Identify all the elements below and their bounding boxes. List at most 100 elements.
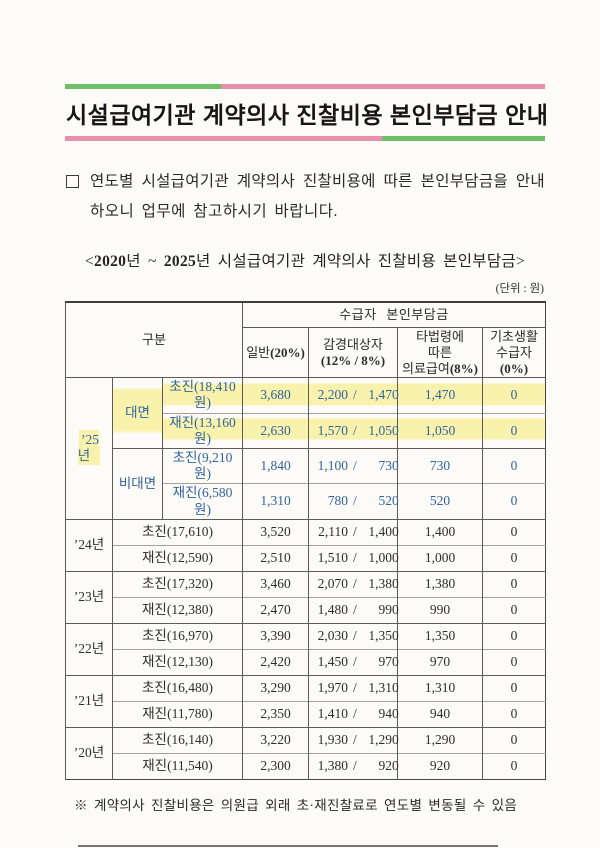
value-cell-reduced: 1,930 / 1,290 bbox=[308, 726, 399, 754]
reduced-right: 920 bbox=[378, 758, 399, 774]
value-cell-general: 3,680 bbox=[242, 377, 309, 414]
reduced-left: 2,110 bbox=[318, 524, 348, 540]
value-cell-general: 1,840 bbox=[242, 447, 309, 484]
slash: / bbox=[353, 654, 357, 670]
visit-cell: 재진(13,160원) bbox=[162, 412, 243, 449]
value-cell-basic: 0 bbox=[482, 447, 546, 484]
value-cell-reduced: 2,070 / 1,380 bbox=[308, 570, 399, 598]
value-cell-medicaid: 970 bbox=[397, 648, 483, 676]
visit-cell: 재진(12,130) bbox=[112, 648, 243, 676]
header-group: 수급자 본인부담금 bbox=[242, 301, 546, 328]
value-cell-medicaid: 920 bbox=[397, 752, 483, 780]
header-basic-line1: 기초생활 bbox=[490, 329, 538, 345]
value-cell-medicaid: 1,310 bbox=[397, 674, 483, 702]
table-title: <2020년 ~ 2025년 시설급여기관 계약의사 진찰비용 본인부담금> bbox=[65, 249, 545, 271]
value-cell-general: 2,300 bbox=[242, 752, 309, 780]
value-cell-reduced: 2,110 / 1,400 bbox=[308, 518, 399, 546]
year-cell: ’21년 bbox=[65, 674, 113, 728]
value-cell-general: 3,390 bbox=[242, 622, 309, 650]
reduced-right: 1,470 bbox=[368, 387, 399, 403]
reduced-left: 1,100 bbox=[317, 458, 348, 474]
reduced-right: 1,000 bbox=[368, 550, 399, 566]
value-cell-general: 3,220 bbox=[242, 726, 309, 754]
visit-cell: 초진(17,610) bbox=[112, 518, 243, 546]
value-cell-basic: 0 bbox=[482, 674, 546, 702]
reduced-right: 520 bbox=[378, 493, 399, 509]
mode-cell-face: 대면 bbox=[112, 377, 163, 449]
reduced-left: 1,480 bbox=[317, 602, 348, 618]
value-cell-medicaid: 940 bbox=[397, 700, 483, 728]
header-gubun: 구분 bbox=[65, 301, 243, 378]
year-cell: ’20년 bbox=[65, 726, 113, 780]
title-bottom-bar bbox=[65, 136, 545, 141]
reduced-right: 970 bbox=[378, 654, 399, 670]
pink-bar-segment bbox=[221, 84, 545, 89]
value-cell-basic: 0 bbox=[482, 483, 546, 520]
value-cell-basic: 0 bbox=[482, 412, 546, 449]
value-cell-reduced: 2,030 / 1,350 bbox=[308, 622, 399, 650]
checkbox-square-icon bbox=[66, 175, 79, 188]
value-cell-basic: 0 bbox=[482, 377, 546, 414]
slash: / bbox=[353, 628, 357, 644]
value-cell-medicaid: 1,050 bbox=[397, 412, 483, 449]
header-basic-pct: (0%) bbox=[499, 360, 529, 376]
value-cell-reduced: 1,480 / 990 bbox=[308, 596, 399, 624]
value-cell-reduced: 1,410 / 940 bbox=[308, 700, 399, 728]
slash: / bbox=[353, 422, 357, 438]
year-label: ’25년 bbox=[77, 430, 101, 466]
slash: / bbox=[353, 524, 357, 540]
slash: / bbox=[353, 550, 357, 566]
reduced-right: 1,400 bbox=[368, 524, 399, 540]
table-title-open: < bbox=[84, 252, 95, 270]
footnote: ※ 계약의사 진찰비용은 의원급 외래 초·재진찰료로 연도별 변동될 수 있음 bbox=[74, 797, 518, 813]
value-cell-basic: 0 bbox=[482, 622, 546, 650]
visit-cell: 초진(17,320) bbox=[112, 570, 243, 598]
slash: / bbox=[353, 706, 357, 722]
table-title-rest: 년 시설급여기관 계약의사 진찰비용 본인부담금> bbox=[196, 252, 525, 270]
reduced-left: 2,070 bbox=[317, 576, 348, 592]
value-cell-medicaid: 1,350 bbox=[397, 622, 483, 650]
reduced-right: 1,290 bbox=[368, 732, 399, 748]
header-medicaid-line1: 타법령에 bbox=[416, 329, 464, 345]
page-title: 시설급여기관 계약의사 진찰비용 본인부담금 안내 bbox=[66, 102, 549, 128]
value-cell-basic: 0 bbox=[482, 726, 546, 754]
reduced-right: 1,050 bbox=[368, 422, 399, 438]
reduced-left: 2,200 bbox=[317, 387, 348, 403]
reduced-right: 730 bbox=[378, 458, 399, 474]
value-cell-medicaid: 1,290 bbox=[397, 726, 483, 754]
reduced-right: 1,380 bbox=[368, 576, 399, 592]
unit-label: (단위 : 원) bbox=[495, 282, 544, 295]
header-reduced-name: 감경대상자 bbox=[323, 337, 383, 353]
title-top-bar bbox=[65, 84, 545, 89]
year-cell: ’22년 bbox=[65, 622, 113, 676]
mode-cell-remote: 비대면 bbox=[112, 447, 163, 520]
pink-bar-segment bbox=[65, 136, 382, 141]
value-cell-reduced: 1,970 / 1,310 bbox=[308, 674, 399, 702]
value-cell-basic: 0 bbox=[482, 518, 546, 546]
value-cell-medicaid: 1,000 bbox=[397, 544, 483, 572]
header-medicaid-pct: (8%) bbox=[449, 360, 478, 376]
green-bar-segment bbox=[381, 136, 545, 141]
value-cell-reduced: 1,450 / 970 bbox=[308, 648, 399, 676]
reduced-left: 780 bbox=[327, 493, 348, 509]
title-block: 시설급여기관 계약의사 진찰비용 본인부담금 안내 bbox=[65, 84, 549, 141]
value-cell-basic: 0 bbox=[482, 648, 546, 676]
fee-table: 구분 수급자 본인부담금 일반(20%) 감경대상자 (12% / 8%) 타법령… bbox=[65, 300, 546, 780]
reduced-left: 2,030 bbox=[317, 628, 348, 644]
slash: / bbox=[353, 387, 357, 403]
header-general-name: 일반 bbox=[246, 345, 271, 361]
value-cell-basic: 0 bbox=[482, 752, 546, 780]
value-cell-reduced: 1,510 / 1,000 bbox=[308, 544, 399, 572]
visit-cell: 초진(16,970) bbox=[112, 622, 243, 650]
value-cell-basic: 0 bbox=[482, 596, 546, 624]
value-cell-basic: 0 bbox=[482, 570, 546, 598]
table-title-year-to: 2025 bbox=[163, 252, 197, 270]
visit-cell: 초진(9,210원) bbox=[162, 447, 243, 484]
visit-cell: 초진(16,140) bbox=[112, 726, 243, 754]
intro-line-2: 하오니 업무에 참고하시기 바랍니다. bbox=[90, 203, 338, 221]
visit-cell: 초진(18,410원) bbox=[162, 377, 243, 414]
reduced-left: 1,510 bbox=[317, 550, 348, 566]
visit-cell: 재진(11,540) bbox=[112, 752, 243, 780]
value-cell-basic: 0 bbox=[482, 544, 546, 572]
